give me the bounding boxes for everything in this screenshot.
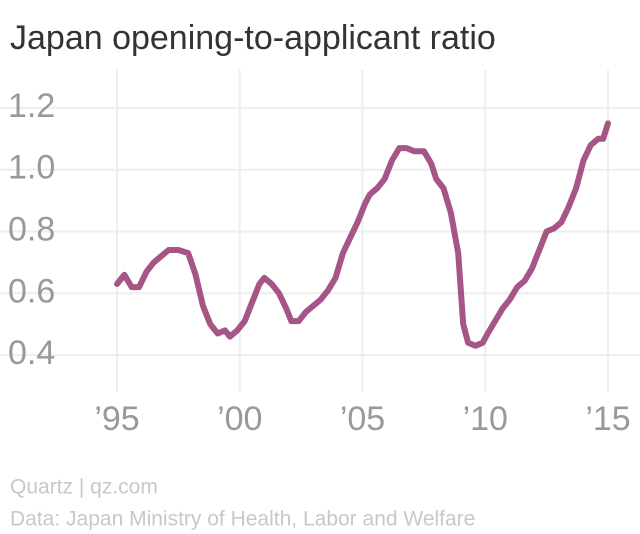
x-tick-label: ’95	[94, 400, 139, 438]
data-note: Data: Japan Ministry of Health, Labor an…	[10, 508, 475, 531]
y-tick-label: 0.6	[8, 272, 55, 310]
y-tick-label: 0.4	[8, 334, 55, 372]
x-tick-label: ’00	[217, 400, 262, 438]
y-tick-label: 0.8	[8, 210, 55, 248]
x-tick-label: ’10	[463, 400, 508, 438]
x-tick-label: ’15	[585, 400, 630, 438]
chart-title: Japan opening-to-applicant ratio	[10, 19, 496, 57]
source: Quartz | qz.com	[10, 476, 158, 499]
y-tick-label: 1.2	[8, 87, 55, 125]
y-tick-label: 1.0	[8, 149, 55, 187]
line	[114, 120, 611, 349]
x-tick-label: ’05	[340, 400, 385, 438]
